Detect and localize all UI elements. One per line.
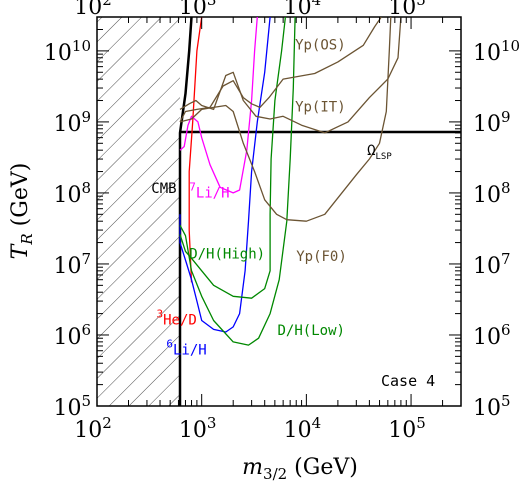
- y-tick-label-right: 108: [473, 179, 511, 208]
- series-line-3: [179, 17, 258, 194]
- ticks-layer: 102 102 103 103 104 104 105 105 105 105 106 106 107 1…: [44, 0, 520, 443]
- curve-label-9: 6Li/H: [166, 338, 206, 359]
- curve-label-6: D/H(High): [189, 246, 265, 262]
- curve-label-0: Yp(OS): [295, 37, 346, 53]
- y-tick-label-right: 107: [473, 250, 511, 279]
- series-line-7: [179, 17, 382, 123]
- y-tick-label: 105: [53, 392, 91, 421]
- y-tick-label-right: 109: [473, 108, 511, 137]
- series-layer: [178, 17, 461, 406]
- series-line-6: [179, 17, 296, 346]
- y-tick-label-right: 1010: [473, 37, 520, 66]
- y-tick-label: 1010: [44, 37, 91, 66]
- y-tick-label-right: 106: [473, 321, 511, 350]
- y-tick-label-right: 105: [473, 392, 511, 421]
- excluded-hatch: [97, 17, 180, 406]
- y-tick-label: 109: [53, 108, 91, 137]
- y-tick-label: 106: [53, 321, 91, 350]
- series-line-8: [179, 17, 402, 134]
- series-line-9: [179, 17, 392, 222]
- series-line-5: [179, 17, 287, 299]
- x-tick-label-top: 105: [388, 0, 426, 20]
- x-tick-label: 103: [179, 414, 217, 443]
- x-tick-label-top: 102: [74, 0, 112, 20]
- y-axis-title: TR (GeV): [8, 163, 36, 260]
- curve-label-8: D/H(Low): [278, 323, 345, 339]
- series-line-4: [179, 17, 271, 333]
- y-tick-label: 108: [53, 179, 91, 208]
- x-tick-label-top: 104: [284, 0, 322, 20]
- y-tick-label: 107: [53, 250, 91, 279]
- axis-titles: m3/2 (GeV) TR (GeV): [8, 163, 358, 483]
- x-tick-label: 104: [284, 414, 322, 443]
- series-line-2: [188, 17, 203, 283]
- labels-layer: Yp(OS) Yp(IT) ΩLSP CMB 7Li/H Yp(F0) D/H(High) 3…: [151, 37, 392, 358]
- x-axis-title: m3/2 (GeV): [242, 455, 358, 483]
- curve-label-1: Yp(IT): [295, 100, 346, 116]
- curve-label-4: 7Li/H: [189, 181, 229, 202]
- x-tick-label: 102: [74, 414, 112, 443]
- case-label: Case 4: [381, 372, 435, 390]
- curve-label-5: Yp(F0): [296, 249, 347, 265]
- curve-label-3: CMB: [151, 181, 176, 197]
- x-tick-label-top: 103: [179, 0, 217, 20]
- curve-label-7: 3He/D: [156, 308, 196, 329]
- excluded-region: [97, 17, 180, 406]
- curve-label-2: ΩLSP: [367, 143, 392, 162]
- x-tick-label: 105: [388, 414, 426, 443]
